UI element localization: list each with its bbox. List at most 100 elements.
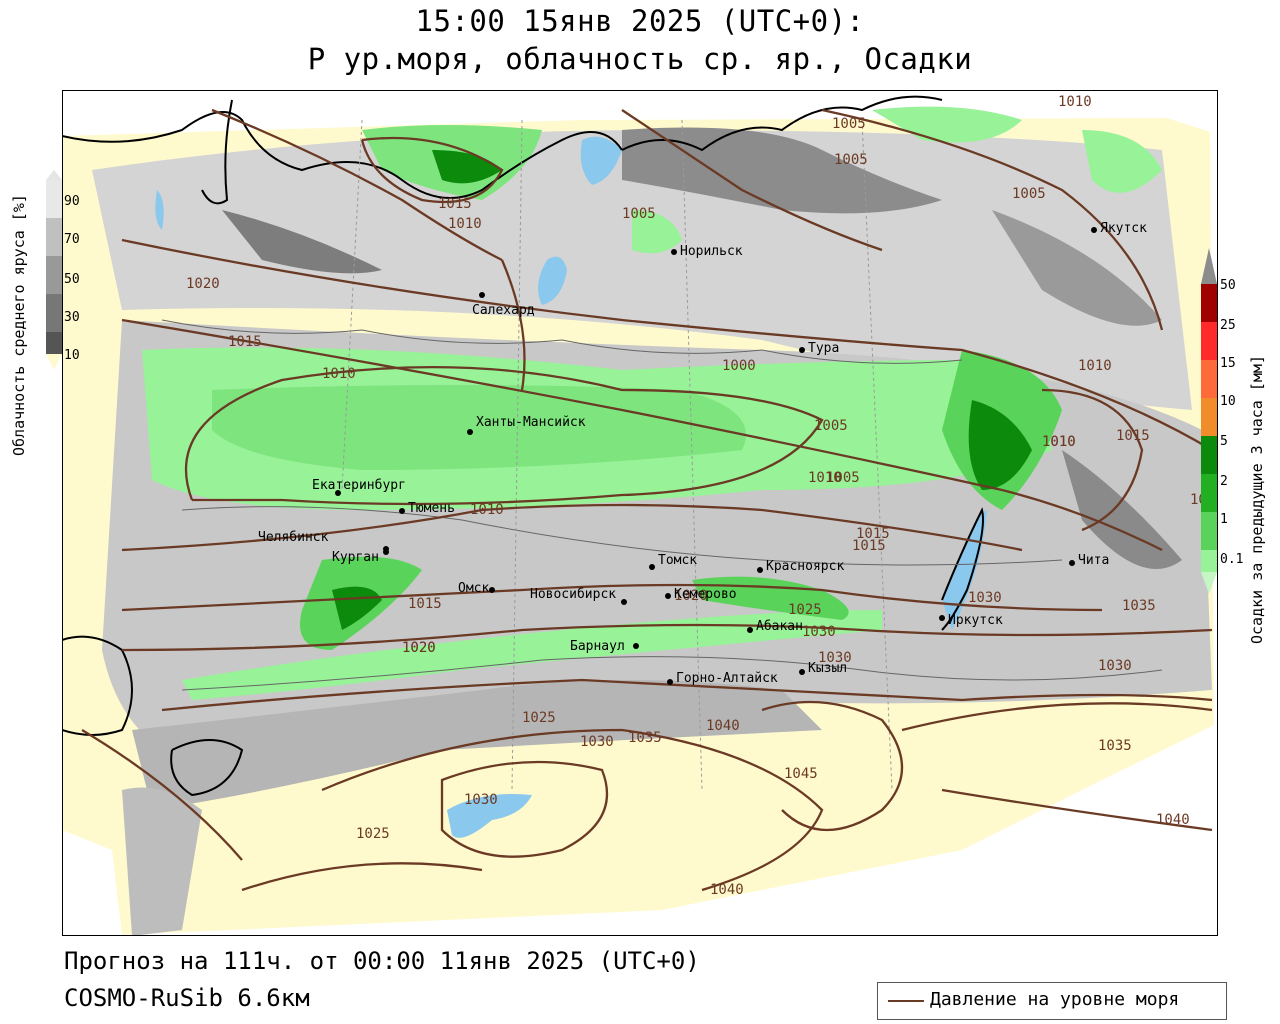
city-label: Екатеринбург	[312, 478, 406, 493]
precip-tick-label: 25	[1220, 318, 1236, 333]
cloud-colorbar	[46, 170, 62, 370]
isobar-label: 1005	[1012, 186, 1046, 202]
city-marker	[489, 587, 495, 593]
isobar-label: 1020	[186, 276, 220, 292]
isobar-label: 1010	[470, 502, 504, 518]
isobar-label: 1005	[814, 418, 848, 434]
city-label: Салехард	[472, 303, 535, 318]
isobar-label: 1025	[788, 602, 822, 618]
precip-colorbar	[1201, 248, 1217, 594]
city-label: Томск	[658, 553, 697, 568]
city-label: Кемерово	[674, 587, 737, 602]
city-label: Курган	[332, 550, 379, 565]
isobar-label: 1030	[580, 734, 614, 750]
cloud-scale-title: Облачность среднего яруса [%]	[10, 194, 28, 456]
city-marker	[671, 249, 677, 255]
city-marker	[621, 599, 627, 605]
cloud-tick-label: 90	[64, 194, 80, 209]
city-marker	[479, 292, 485, 298]
city-label: Чита	[1078, 553, 1109, 568]
precip-scale-title: Осадки за предыдущие 3 часа [мм]	[1248, 355, 1266, 644]
isobar-label: 1010	[1042, 434, 1076, 450]
cloud-tick-label: 70	[64, 232, 80, 247]
city-label: Челябинск	[258, 530, 329, 545]
isobar-label: 1015	[852, 538, 886, 554]
precip-tick-label: 15	[1220, 356, 1236, 371]
isobar-label: 1010	[1058, 94, 1092, 110]
city-label: Абакан	[756, 619, 803, 634]
isobar-label: 1035	[1122, 598, 1156, 614]
city-label: Тюмень	[408, 501, 455, 516]
city-marker	[399, 508, 405, 514]
isobar-label: 1005	[834, 152, 868, 168]
isobar-label: 1010	[1078, 358, 1112, 374]
chart-title: 15:00 15янв 2025 (UTC+0):	[415, 4, 865, 38]
city-label: Красноярск	[766, 559, 844, 574]
isobar-label: 1005	[826, 470, 860, 486]
cloud-tick-label: 50	[64, 272, 80, 287]
isobar-label: 1030	[818, 650, 852, 666]
isobar-label: 1015	[1116, 428, 1150, 444]
city-marker	[747, 627, 753, 633]
isobar-label: 1010	[322, 366, 356, 382]
precip-tick-label: 2	[1220, 474, 1228, 489]
isobar-label: 1035	[1098, 738, 1132, 754]
city-marker	[939, 615, 945, 621]
city-label: Ханты-Мансийск	[476, 415, 586, 430]
city-marker	[757, 567, 763, 573]
city-label: Омск	[458, 581, 489, 596]
precip-tick-label: 50	[1220, 278, 1236, 293]
isobar-label: 1025	[356, 826, 390, 842]
city-marker	[633, 643, 639, 649]
isobar-label: 1040	[710, 882, 744, 898]
city-label: Иркутск	[948, 613, 1003, 628]
isobar-legend-swatch	[888, 1000, 924, 1002]
isobar-label: 1030	[1098, 658, 1132, 674]
isobar-label: 1010	[448, 216, 482, 232]
city-marker	[335, 490, 341, 496]
isobar-label: 1015	[856, 526, 890, 542]
isobar-label: 1010	[1042, 434, 1076, 450]
precip-tick-label: 10	[1220, 394, 1236, 409]
isobar-label: 1015	[438, 196, 472, 212]
cloud-tick-label: 30	[64, 310, 80, 325]
city-marker	[665, 593, 671, 599]
isobar-label: 1030	[968, 590, 1002, 606]
isobar-label: 1040	[1156, 812, 1190, 828]
isobar-label: 1020	[402, 640, 436, 656]
isobar-label: 1015	[228, 334, 262, 350]
city-label: Горно-Алтайск	[676, 671, 778, 686]
isobar-label: 1045	[784, 766, 818, 782]
city-label: Барнаул	[570, 639, 625, 654]
precip-tick-label: 1	[1220, 512, 1228, 527]
city-label: Кызыл	[808, 661, 847, 676]
city-marker	[1069, 560, 1075, 566]
forecast-info: Прогноз на 111ч. от 00:00 11янв 2025 (UT…	[64, 947, 700, 975]
isobar-label: 1005	[622, 206, 656, 222]
city-marker	[1091, 227, 1097, 233]
precip-tick-label: 0.1	[1220, 552, 1244, 567]
city-label: Якутск	[1100, 221, 1147, 236]
city-marker	[799, 669, 805, 675]
isobar-label: 1030	[802, 624, 836, 640]
city-label: Норильск	[680, 244, 743, 259]
isobar-label: 1000	[722, 358, 756, 374]
model-name: COSMO-RuSib 6.6км	[64, 984, 310, 1012]
city-marker	[383, 549, 389, 555]
city-marker	[467, 429, 473, 435]
map-legend: Давление на уровне моря	[877, 982, 1227, 1020]
city-marker	[649, 564, 655, 570]
cloud-tick-label: 10	[64, 348, 80, 363]
isobar-legend-label: Давление на уровне моря	[930, 989, 1180, 1010]
isobar-label: 1025	[522, 710, 556, 726]
city-label: Новосибирск	[530, 587, 616, 602]
city-label: Тура	[808, 341, 839, 356]
isobar-label: 1030	[464, 792, 498, 808]
isobar-label: 1020	[402, 640, 436, 656]
isobar-label: 1020	[674, 588, 708, 604]
isobar-label: 1010	[808, 470, 842, 486]
chart-subtitle: P ур.моря, облачность ср. яр., Осадки	[307, 42, 973, 76]
isobar-label: 1035	[628, 730, 662, 746]
isobar-label: 1040	[706, 718, 740, 734]
isobar-label: 1015	[408, 596, 442, 612]
